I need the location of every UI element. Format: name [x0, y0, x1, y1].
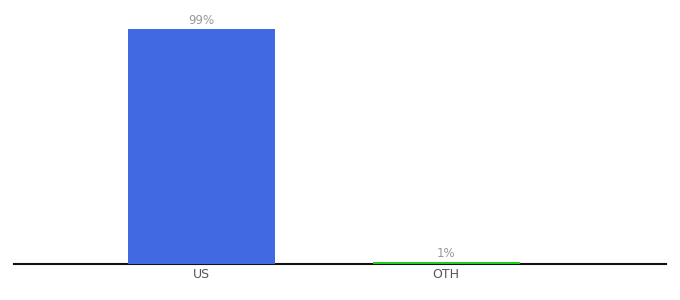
Bar	[373, 262, 520, 264]
Bar	[128, 29, 275, 264]
Text: 99%: 99%	[188, 14, 214, 27]
Text: 1%: 1%	[437, 247, 456, 260]
